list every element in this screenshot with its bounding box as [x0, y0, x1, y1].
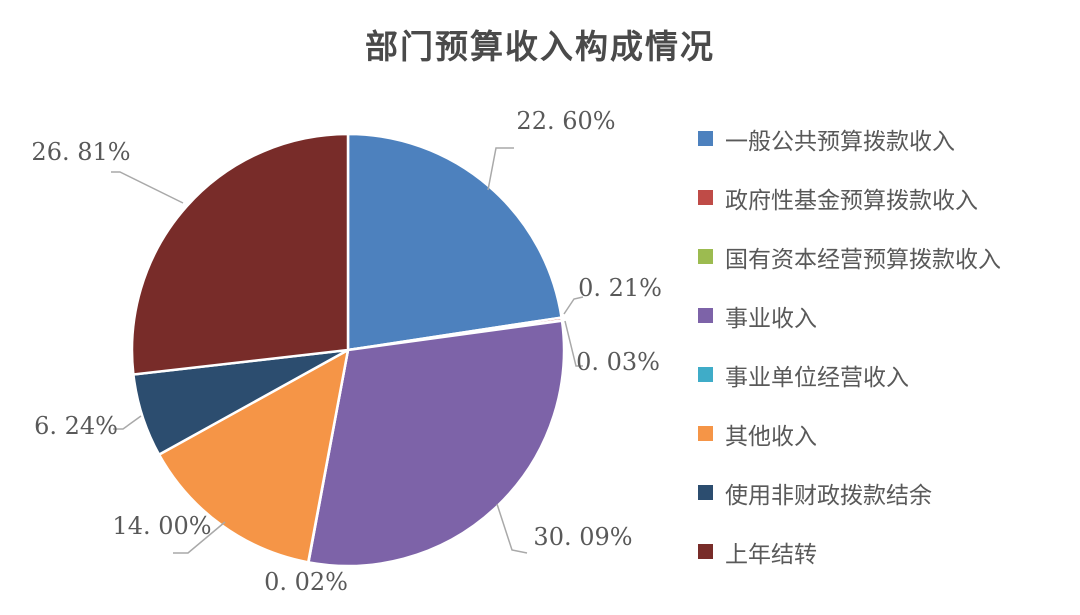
percent-label: 0. 21%	[578, 274, 662, 302]
leader-line	[173, 521, 226, 554]
legend-item: 上年结转	[698, 522, 1074, 581]
pie-slice	[346, 132, 563, 352]
chart-title: 部门预算收入构成情况	[365, 27, 715, 66]
leader-line	[111, 171, 184, 204]
legend-label: 使用非财政拨款结余	[725, 482, 932, 509]
percent-label: 6. 24%	[34, 412, 118, 440]
legend-swatch	[698, 544, 713, 559]
leader-line	[496, 503, 528, 554]
leader-line	[563, 296, 584, 315]
legend-swatch	[698, 426, 713, 441]
percent-label: 30. 09%	[533, 523, 632, 551]
leader-line	[564, 320, 583, 367]
percent-label: 14. 00%	[112, 512, 211, 540]
legend-item: 国有资本经营预算拨款收入	[698, 227, 1074, 286]
legend-item: 使用非财政拨款结余	[698, 463, 1074, 522]
legend-item: 事业收入	[698, 286, 1074, 345]
legend-swatch	[698, 367, 713, 382]
legend-swatch	[698, 485, 713, 500]
legend-swatch	[698, 131, 713, 146]
percent-label: 22. 60%	[516, 107, 615, 135]
legend-label: 事业单位经营收入	[725, 364, 909, 391]
leader-line	[113, 415, 142, 430]
legend-label: 事业收入	[725, 305, 817, 332]
legend-item: 一般公共预算拨款收入	[698, 109, 1074, 168]
pie-slice	[130, 132, 350, 376]
legend-swatch	[698, 249, 713, 264]
leader-line	[487, 147, 514, 191]
chart-legend: 一般公共预算拨款收入 政府性基金预算拨款收入 国有资本经营预算拨款收入 事业收入事业单…	[698, 109, 1074, 581]
legend-label: 其他收入	[725, 423, 817, 450]
legend-label: 政府性基金预算拨款收入	[725, 187, 978, 214]
legend-item: 政府性基金预算拨款收入	[698, 168, 1074, 227]
legend-swatch	[698, 190, 713, 205]
legend-label: 上年结转	[725, 541, 817, 568]
percent-label: 26. 81%	[31, 138, 130, 166]
legend-item: 其他收入	[698, 404, 1074, 463]
legend-label: 一般公共预算拨款收入	[725, 128, 955, 155]
legend-item: 事业单位经营收入	[698, 345, 1074, 404]
percent-label: 0. 02%	[264, 568, 348, 596]
legend-label: 国有资本经营预算拨款收入	[725, 246, 1001, 273]
legend-swatch	[698, 308, 713, 323]
percent-label: 0. 03%	[576, 348, 660, 376]
